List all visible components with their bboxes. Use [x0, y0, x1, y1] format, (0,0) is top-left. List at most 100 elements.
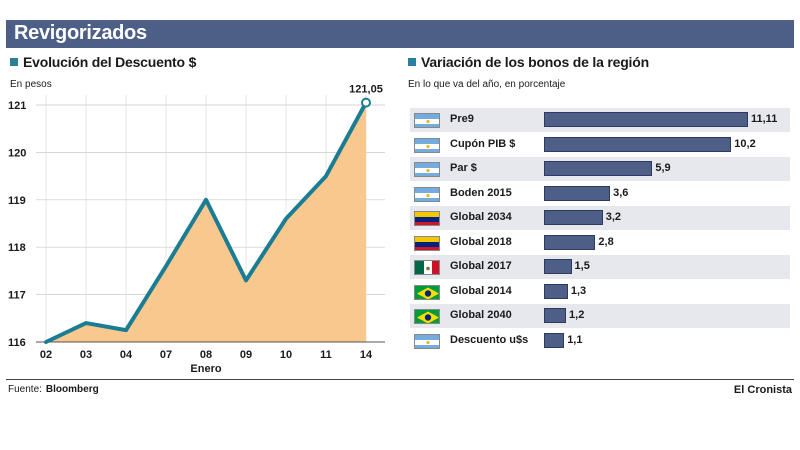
data-point — [44, 340, 48, 344]
bar — [544, 234, 596, 250]
bar — [544, 332, 565, 348]
bar — [544, 136, 732, 152]
flag-icon — [414, 137, 440, 153]
brazil-flag-icon — [415, 310, 439, 323]
bar-value-label: 5,9 — [655, 162, 671, 174]
bullet-square-icon — [10, 58, 18, 66]
flag-icon — [414, 235, 440, 251]
bar-value-label: 1,1 — [567, 333, 583, 346]
x-tick-label: 08 — [200, 349, 212, 361]
bond-label: Cupón PIB $ — [450, 137, 516, 150]
right-chart-title-text: Variación de los bonos de la región — [421, 54, 649, 70]
argentina-flag-icon — [415, 114, 439, 127]
data-point — [164, 264, 168, 268]
bar-row: Global 2018 2,8 — [410, 231, 790, 255]
bond-label: Global 2017 — [450, 260, 512, 272]
data-point — [284, 217, 288, 221]
bar-row: Global 2017 1,5 — [410, 255, 790, 279]
bar-value-label: 3,2 — [605, 211, 622, 223]
y-tick-label: 120 — [8, 147, 26, 159]
brand-logo: El Cronista — [733, 384, 792, 396]
x-tick-label: 09 — [240, 349, 252, 361]
bar-value-label: 1,5 — [574, 260, 590, 272]
bond-label: Descuento u$s — [450, 333, 529, 346]
flag-icon — [414, 186, 440, 202]
bar — [544, 112, 748, 127]
brazil-flag-icon — [415, 285, 439, 299]
bar-row: Cupón PIB $ 10,2 — [410, 133, 790, 157]
bar-value-label: 3,6 — [613, 186, 629, 199]
x-tick-label: 11 — [320, 349, 332, 361]
bond-label: Global 2014 — [450, 284, 512, 297]
footer-divider — [6, 379, 794, 380]
right-chart-unit: En lo que va del año, en porcentaje — [408, 79, 566, 90]
data-point — [124, 328, 128, 332]
bond-label: Pre9 — [450, 113, 474, 125]
left-chart-title: Evolución del Descuento $ — [10, 54, 196, 70]
last-value-label: 121,05 — [349, 84, 383, 96]
bullet-square-icon — [408, 58, 416, 66]
y-tick-label: 118 — [8, 242, 26, 254]
bar-row: Par $ 5,9 — [410, 157, 790, 181]
flag-icon — [414, 260, 440, 275]
data-point — [204, 198, 208, 202]
x-tick-label: 02 — [40, 349, 52, 361]
page-title: Revigorizados — [14, 22, 147, 44]
source-name: Bloomberg — [45, 384, 99, 395]
y-tick-label: 119 — [8, 195, 26, 207]
x-tick-label: 10 — [280, 349, 292, 361]
area-fill — [46, 102, 366, 342]
bar-row: Pre9 11,11 — [410, 108, 790, 132]
argentina-flag-icon — [415, 187, 439, 201]
right-chart-title: Variación de los bonos de la región — [408, 54, 649, 70]
argentina-flag-icon — [415, 334, 439, 348]
bond-label: Global 2040 — [450, 309, 512, 321]
bar — [544, 259, 572, 274]
data-point — [244, 278, 248, 282]
left-chart-title-text: Evolución del Descuento $ — [23, 54, 197, 70]
argentina-flag-icon — [415, 138, 439, 152]
descuento-area-chart: 116 117 118 119 120 121 121,05 02 03 04 07 08 09 10 11… — [8, 84, 385, 375]
bar-value-label: 2,8 — [598, 235, 614, 248]
flag-icon — [414, 211, 440, 226]
bar-row: Global 2034 3,2 — [410, 206, 790, 230]
flag-icon — [414, 333, 440, 349]
bond-label: Global 2018 — [450, 235, 512, 248]
flag-icon — [414, 162, 440, 177]
bar-value-label: 1,2 — [569, 309, 585, 321]
bar-value-label: 11,11 — [751, 113, 778, 125]
data-point — [361, 97, 371, 108]
bar-row: Global 2014 1,3 — [410, 280, 790, 304]
bar — [544, 308, 567, 323]
bar-row: Descuento u$s 1,1 — [410, 329, 790, 353]
bar-value-label: 10,2 — [734, 137, 756, 150]
header-banner: Revigorizados — [6, 20, 794, 48]
bond-label: Par $ — [450, 162, 477, 174]
data-point — [324, 174, 328, 178]
bond-label: Global 2034 — [450, 211, 512, 223]
y-tick-label: 117 — [8, 290, 26, 302]
flag-icon — [414, 309, 440, 324]
flag-icon — [414, 113, 440, 128]
x-tick-label: 03 — [80, 349, 92, 361]
bar — [544, 185, 611, 201]
bar-value-label: 1,3 — [570, 284, 587, 297]
x-tick-label: 14 — [360, 349, 373, 361]
x-axis-label: Enero — [190, 363, 221, 375]
bar — [544, 210, 603, 225]
bar-row: Global 2040 1,2 — [410, 304, 790, 328]
data-point — [84, 321, 88, 325]
left-chart-unit: En pesos — [10, 79, 52, 90]
x-tick-label: 04 — [120, 349, 133, 361]
venezuela-flag-icon — [415, 212, 439, 225]
venezuela-flag-icon — [415, 236, 439, 250]
argentina-flag-icon — [415, 163, 439, 176]
flag-icon — [414, 284, 440, 300]
source-label: Fuente: — [8, 384, 42, 395]
bar — [544, 161, 653, 176]
y-tick-label: 121 — [8, 100, 26, 112]
x-tick-label: 07 — [160, 349, 172, 361]
y-tick-label: 116 — [8, 337, 26, 349]
bar-row: Boden 2015 3,6 — [410, 182, 790, 206]
bar — [544, 283, 568, 299]
